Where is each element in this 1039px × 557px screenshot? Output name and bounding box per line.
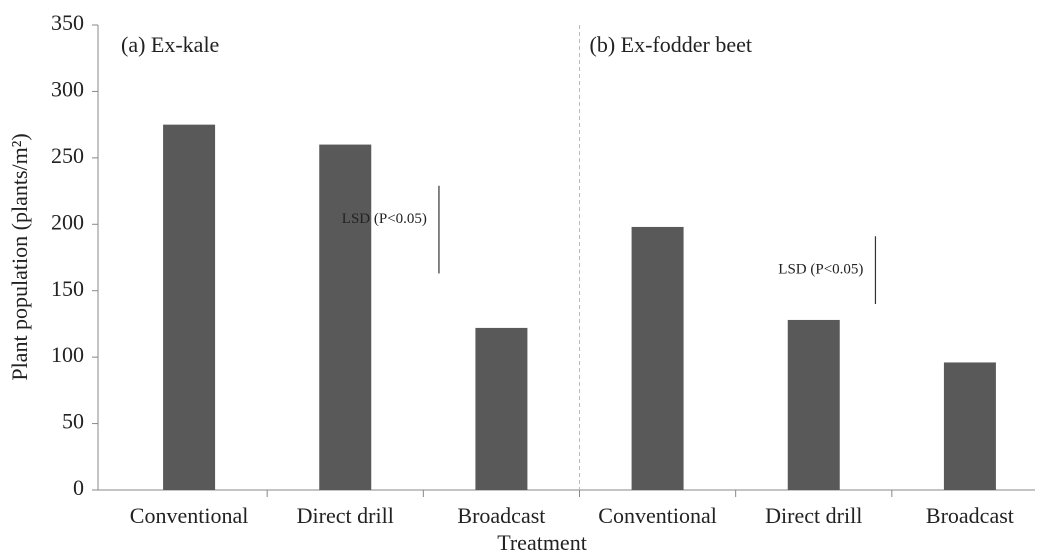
y-axis-label: Plant population (plants/m²): [7, 133, 32, 380]
bar: [163, 124, 216, 491]
x-tick-label: Broadcast: [457, 503, 545, 528]
y-tick-label: 150: [51, 276, 84, 301]
y-tick-label: 100: [51, 342, 84, 367]
bar: [631, 226, 684, 490]
x-tick-label: Direct drill: [297, 503, 394, 528]
bar: [943, 362, 996, 490]
panel-title: (a) Ex-kale: [121, 32, 219, 57]
y-tick-label: 0: [73, 475, 84, 500]
bar: [787, 319, 840, 490]
panel-title: (b) Ex-fodder beet: [590, 32, 752, 57]
y-tick-label: 300: [51, 76, 84, 101]
y-tick-label: 50: [62, 409, 84, 434]
bar: [319, 144, 372, 491]
bar: [475, 327, 528, 490]
y-tick-label: 200: [51, 209, 84, 234]
x-axis-label: Treatment: [497, 530, 587, 555]
lsd-label: LSD (P<0.05): [342, 211, 427, 227]
x-tick-label: Direct drill: [765, 503, 862, 528]
lsd-label: LSD (P<0.05): [778, 262, 863, 278]
x-tick-label: Conventional: [598, 503, 717, 528]
y-tick-label: 350: [51, 10, 84, 35]
x-tick-label: Broadcast: [926, 503, 1014, 528]
x-tick-label: Conventional: [130, 503, 249, 528]
y-tick-label: 250: [51, 143, 84, 168]
